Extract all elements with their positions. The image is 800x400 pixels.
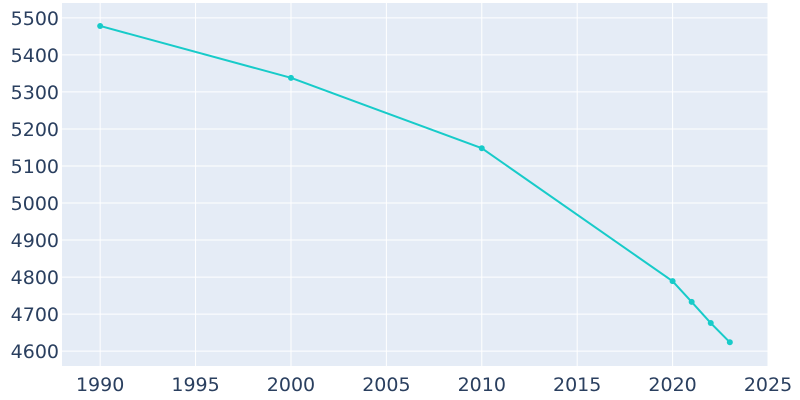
data-point: [688, 298, 695, 305]
x-tick-label: 2025: [744, 374, 792, 396]
x-tick-label: 2005: [362, 374, 410, 396]
x-tick-label: 2000: [267, 374, 315, 396]
data-point: [97, 22, 104, 29]
y-tick-label: 4700: [11, 304, 59, 326]
y-tick-label: 5000: [11, 193, 59, 215]
data-point: [726, 339, 733, 346]
data-point: [478, 145, 485, 152]
x-gridlines: [99, 3, 769, 366]
plot-area: [62, 3, 768, 366]
x-tick-label: 1990: [76, 374, 124, 396]
data-point: [287, 74, 294, 81]
y-tick-label: 4900: [11, 230, 59, 252]
y-axis-tick-labels: 4600 4700 4800 4900 5000 5100 5200 5300 5400 5500: [11, 8, 59, 363]
x-tick-label: 2015: [553, 374, 601, 396]
y-tick-label: 5200: [11, 119, 59, 141]
x-tick-label: 2020: [648, 374, 696, 396]
data-point: [707, 320, 714, 327]
y-tick-label: 4800: [11, 267, 59, 289]
series-layer: [97, 22, 733, 346]
data-point: [669, 278, 676, 285]
y-gridlines: [62, 17, 768, 352]
x-tick-label: 1995: [171, 374, 219, 396]
y-tick-label: 5400: [11, 45, 59, 67]
y-tick-label: 4600: [11, 341, 59, 363]
x-axis-tick-labels: 1990 1995 2000 2005 2010 2015 2020 2025: [76, 374, 792, 396]
x-tick-label: 2010: [458, 374, 506, 396]
y-tick-label: 5500: [11, 8, 59, 30]
y-tick-label: 5300: [11, 82, 59, 104]
y-tick-label: 5100: [11, 156, 59, 178]
